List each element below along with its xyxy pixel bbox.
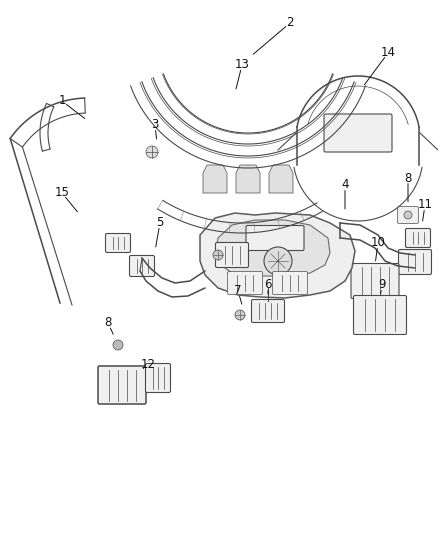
Text: 9: 9 xyxy=(378,279,386,292)
FancyBboxPatch shape xyxy=(130,255,155,277)
FancyBboxPatch shape xyxy=(145,364,170,392)
Text: 14: 14 xyxy=(381,46,396,60)
Text: 13: 13 xyxy=(235,59,249,71)
Text: 15: 15 xyxy=(55,187,70,199)
Circle shape xyxy=(235,310,245,320)
FancyBboxPatch shape xyxy=(353,295,406,335)
Text: 1: 1 xyxy=(58,94,66,108)
Text: 7: 7 xyxy=(234,285,242,297)
FancyBboxPatch shape xyxy=(106,233,131,253)
Text: 5: 5 xyxy=(156,216,164,230)
FancyBboxPatch shape xyxy=(272,271,307,295)
FancyBboxPatch shape xyxy=(324,114,392,152)
Circle shape xyxy=(146,146,158,158)
Circle shape xyxy=(264,247,292,275)
Text: 8: 8 xyxy=(104,317,112,329)
Text: 2: 2 xyxy=(286,17,294,29)
FancyBboxPatch shape xyxy=(398,206,418,223)
Text: 4: 4 xyxy=(341,179,349,191)
FancyBboxPatch shape xyxy=(215,243,248,268)
FancyBboxPatch shape xyxy=(227,271,262,295)
FancyBboxPatch shape xyxy=(251,300,285,322)
Text: 10: 10 xyxy=(371,237,385,249)
FancyBboxPatch shape xyxy=(246,225,304,251)
FancyBboxPatch shape xyxy=(406,229,431,247)
Polygon shape xyxy=(236,165,260,193)
Circle shape xyxy=(404,211,412,219)
FancyBboxPatch shape xyxy=(98,366,146,404)
Text: 11: 11 xyxy=(417,198,432,212)
Polygon shape xyxy=(200,213,355,298)
Polygon shape xyxy=(269,165,293,193)
Polygon shape xyxy=(216,220,330,276)
Circle shape xyxy=(113,340,123,350)
Text: 3: 3 xyxy=(151,118,159,132)
Text: 6: 6 xyxy=(264,279,272,292)
Text: 8: 8 xyxy=(404,172,412,184)
Polygon shape xyxy=(203,165,227,193)
FancyBboxPatch shape xyxy=(351,263,399,298)
Circle shape xyxy=(213,250,223,260)
Text: 12: 12 xyxy=(141,359,155,372)
FancyBboxPatch shape xyxy=(399,249,431,274)
